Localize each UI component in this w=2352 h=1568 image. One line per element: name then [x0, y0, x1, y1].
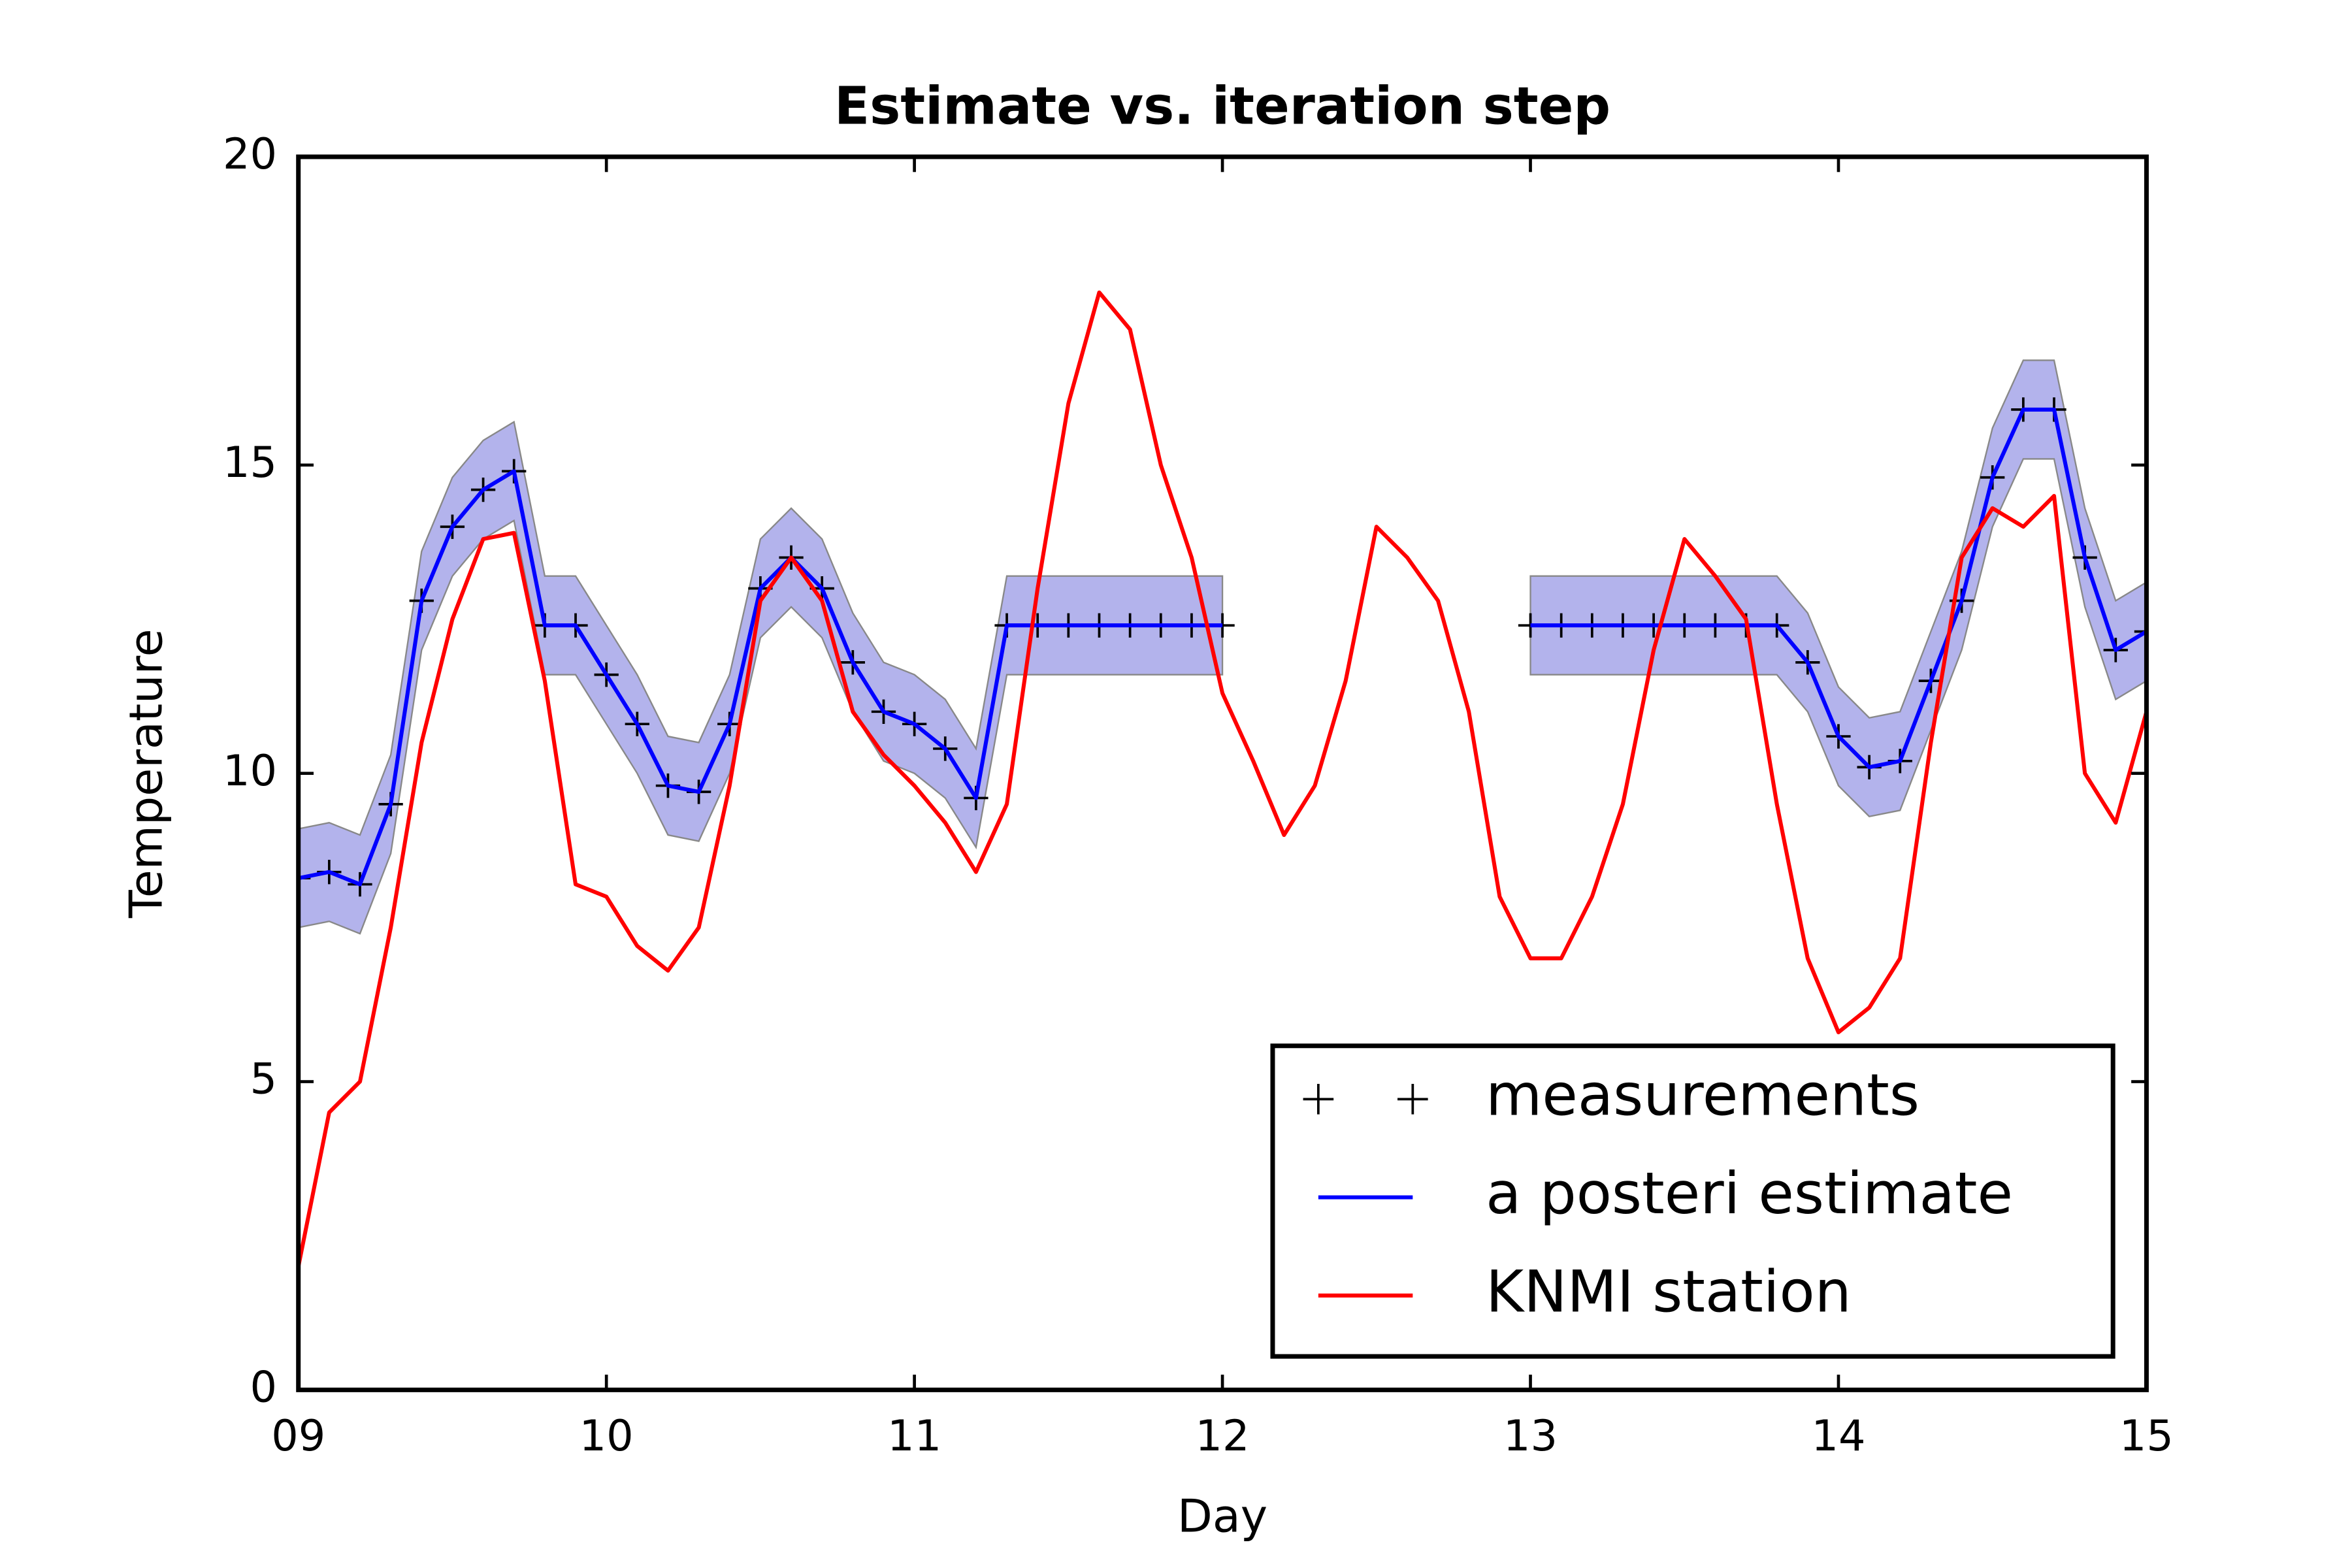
legend-marker	[1397, 1084, 1428, 1115]
y-tick-label: 15	[223, 438, 277, 487]
y-axis-label: Temperature	[120, 629, 172, 919]
measurement-marker	[2134, 619, 2147, 644]
legend-label: measurements	[1486, 1062, 1919, 1129]
x-tick-label: 12	[1196, 1411, 1250, 1461]
series-line	[298, 407, 2147, 887]
series-line	[298, 290, 2147, 1267]
legend-marker	[1303, 1084, 1334, 1115]
y-tick-label: 20	[223, 129, 277, 179]
x-tick-label: 15	[2119, 1411, 2174, 1461]
chart-title: Estimate vs. iteration step	[834, 75, 1610, 136]
x-tick-label: 14	[1811, 1411, 1865, 1461]
legend-label: a posteri estimate	[1486, 1160, 2013, 1227]
y-tick-label: 10	[223, 746, 277, 796]
y-tick-label: 5	[250, 1054, 278, 1104]
x-tick-label: 11	[887, 1411, 941, 1461]
x-axis-label: Day	[1177, 1490, 1267, 1543]
legend-label: KNMI station	[1486, 1258, 1852, 1325]
legend: measurements a posteri estimate KNMI stati…	[1270, 1043, 2115, 1359]
y-tick-label: 0	[250, 1362, 278, 1412]
x-tick-label: 09	[271, 1411, 325, 1461]
x-tick-label: 13	[1503, 1411, 1558, 1461]
plot-area	[298, 290, 2147, 1267]
x-tick-label: 10	[580, 1411, 634, 1461]
